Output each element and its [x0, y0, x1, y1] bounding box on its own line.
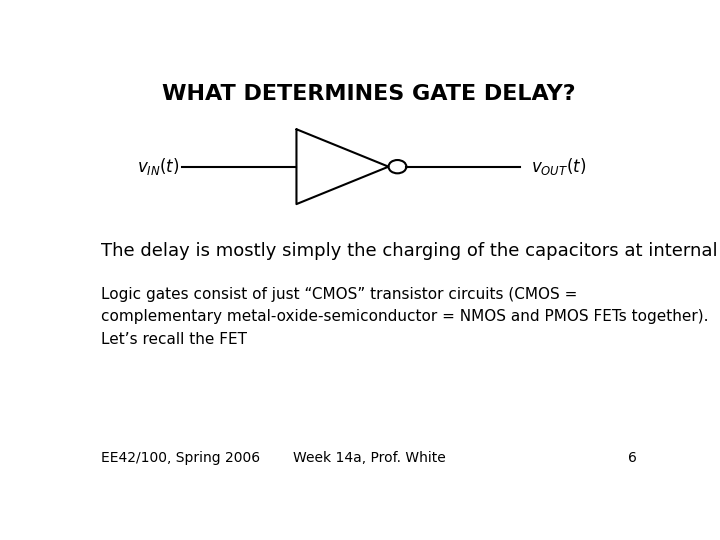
Text: $v_{OUT}(t)$: $v_{OUT}(t)$	[531, 156, 586, 177]
Text: 6: 6	[628, 451, 637, 465]
Text: $v_{IN}(t)$: $v_{IN}(t)$	[138, 156, 180, 177]
Text: WHAT DETERMINES GATE DELAY?: WHAT DETERMINES GATE DELAY?	[162, 84, 576, 104]
Text: EE42/100, Spring 2006: EE42/100, Spring 2006	[101, 451, 261, 465]
Text: Logic gates consist of just “CMOS” transistor circuits (CMOS =
complementary met: Logic gates consist of just “CMOS” trans…	[101, 287, 708, 347]
Text: Week 14a, Prof. White: Week 14a, Prof. White	[292, 451, 446, 465]
Text: The delay is mostly simply the charging of the capacitors at internal nodes.: The delay is mostly simply the charging …	[101, 241, 720, 260]
